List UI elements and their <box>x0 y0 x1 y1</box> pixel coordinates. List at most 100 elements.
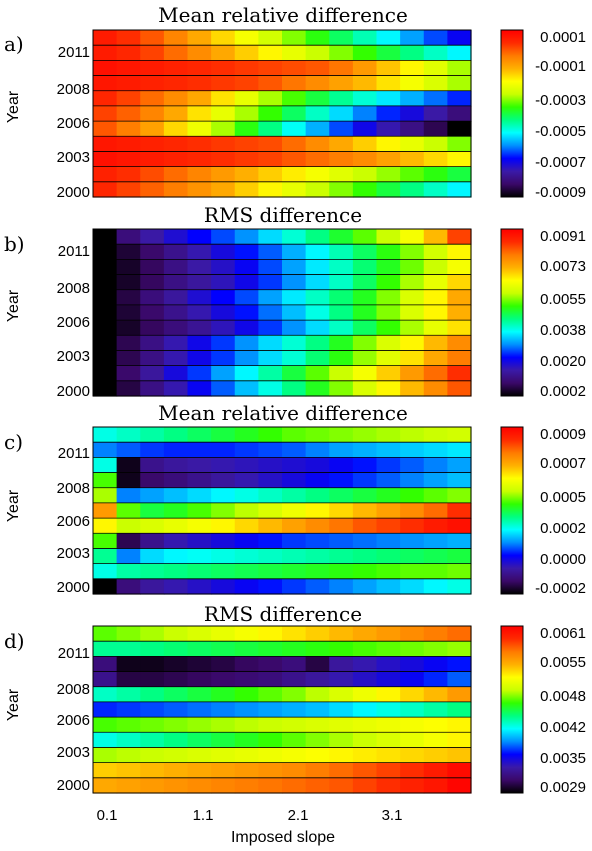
panel-d-cell <box>163 762 189 779</box>
panel-c-cell <box>93 563 118 580</box>
panel-c-cell <box>423 502 448 519</box>
panel-d-cell <box>140 717 165 733</box>
panel-c-cell <box>282 518 307 534</box>
panel-d-cell <box>423 732 448 749</box>
panel-c-cell <box>447 578 472 595</box>
panel-c-cell <box>211 472 236 489</box>
panel-c-cell <box>163 472 189 489</box>
panel-c-cell <box>423 548 448 565</box>
panel-c-cell <box>187 427 212 443</box>
panel-d-cell <box>163 717 189 733</box>
panel-a-cell <box>234 136 259 153</box>
panel-d-cell <box>234 656 259 673</box>
panel-d-cell <box>352 671 378 688</box>
panel-b-cell <box>187 335 212 352</box>
panel-a-cell <box>140 30 165 46</box>
panel-b-cell <box>352 229 378 245</box>
panel-c-cell <box>187 457 212 474</box>
panel-b-cell <box>376 304 401 321</box>
panel-b-title: RMS difference <box>204 203 362 227</box>
panel-d-cell <box>116 626 141 642</box>
panel-a-cell <box>376 136 401 153</box>
panel-a-cell <box>447 105 472 122</box>
panel-a-cell <box>258 60 283 77</box>
panel-a-cell <box>234 166 259 183</box>
panel-a-cell <box>163 60 189 77</box>
panel-a-cell <box>305 121 330 137</box>
panel-c-cell <box>400 548 425 565</box>
panel-a-title: Mean relative difference <box>158 3 408 27</box>
panel-b-cell <box>116 274 141 291</box>
panel-c-cell <box>258 578 283 595</box>
panel-d-cell <box>329 626 354 642</box>
panel-a-cell <box>376 90 401 107</box>
panel-d-cell <box>234 626 259 642</box>
panel-d-cell <box>352 686 378 703</box>
panel-b-cell <box>258 380 283 397</box>
panel-c-cell <box>447 442 472 458</box>
panel-b-cell <box>305 274 330 291</box>
panel-a-cell <box>258 121 283 137</box>
panel-d-cell <box>352 777 378 794</box>
panel-c-cell <box>352 518 378 534</box>
panel-a-cell <box>305 151 330 168</box>
panel-b-cell <box>376 274 401 291</box>
panel-a-cell <box>211 75 236 92</box>
panel-c-cell <box>282 457 307 474</box>
panel-d-cell <box>352 626 378 642</box>
panel-a-cell <box>116 90 141 107</box>
panel-a-cell <box>187 75 212 92</box>
panel-d-cell <box>282 626 307 642</box>
panel-b-letter: b) <box>4 232 25 256</box>
panel-b-cell <box>211 304 236 321</box>
panel-c-cell <box>352 457 378 474</box>
panel-b-cell <box>282 380 307 397</box>
panel-d-cell <box>234 641 259 657</box>
panel-b-cell <box>234 320 259 336</box>
panel-d-cell <box>400 777 425 794</box>
panel-a-cell <box>187 136 212 153</box>
panel-a-cell <box>282 75 307 92</box>
panel-d-title: RMS difference <box>204 602 362 626</box>
panel-b-cell <box>211 259 236 276</box>
panel-c-cell <box>376 518 401 534</box>
panel-d-cell <box>282 717 307 733</box>
panel-d-cell <box>400 686 425 703</box>
panel-b-cell <box>234 244 259 260</box>
panel-a-colorbar <box>500 29 524 198</box>
panel-d-cell <box>211 701 236 718</box>
panel-b-cell <box>352 304 378 321</box>
panel-c-cell <box>140 502 165 519</box>
panel-c-cell <box>258 563 283 580</box>
panel-d-cell <box>376 686 401 703</box>
panel-a-cell <box>187 30 212 46</box>
panel-a-cell <box>376 30 401 46</box>
panel-b-cell <box>329 229 354 245</box>
panel-a-cell <box>376 181 401 198</box>
panel-a-cell <box>423 60 448 77</box>
panel-c-cell <box>93 518 118 534</box>
panel-d-cell <box>423 762 448 779</box>
panel-a-cbar-tick-4: -0.0007 <box>535 154 586 171</box>
panel-c-cell <box>163 502 189 519</box>
panel-a-cell <box>234 60 259 77</box>
panel-a-cell <box>211 121 236 137</box>
panel-c-cell <box>163 563 189 580</box>
panel-a-cell <box>282 45 307 61</box>
panel-b-cell <box>329 259 354 276</box>
panel-b-cell <box>400 229 425 245</box>
panel-b-cell <box>163 304 189 321</box>
panel-c-cell <box>400 487 425 504</box>
panel-a-heatmap <box>92 29 472 198</box>
panel-a-cell <box>163 90 189 107</box>
panel-b-cell <box>329 380 354 397</box>
panel-c-cell <box>187 533 212 550</box>
panel-a-cell <box>376 75 401 92</box>
panel-b-cell <box>329 365 354 382</box>
panel-d-cell <box>140 671 165 688</box>
panel-b-cell <box>352 335 378 352</box>
panel-a-cell <box>140 105 165 122</box>
panel-b-cell <box>376 380 401 397</box>
panel-b-cell <box>258 350 283 367</box>
